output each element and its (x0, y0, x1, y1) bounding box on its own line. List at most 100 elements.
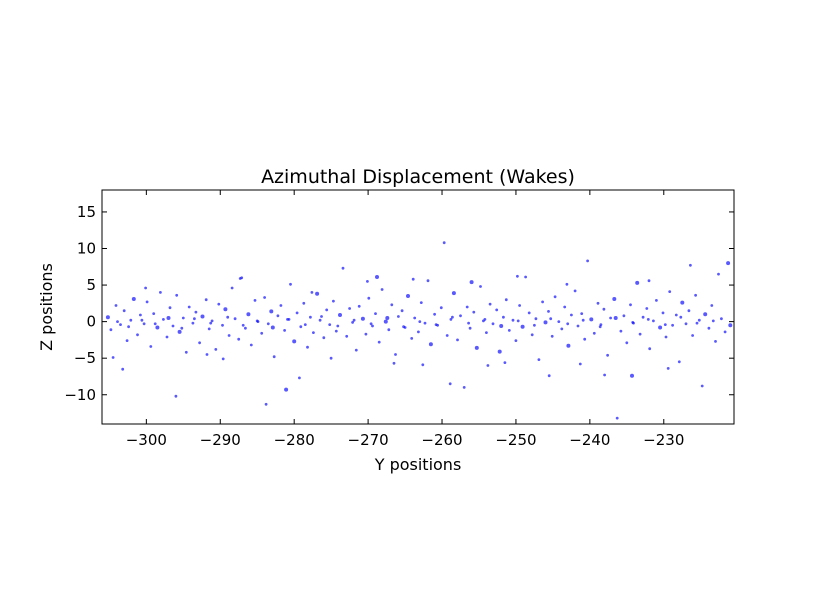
data-point (612, 297, 617, 301)
data-point (279, 304, 283, 307)
data-point (121, 367, 125, 371)
data-point (328, 323, 332, 326)
data-point (530, 333, 534, 337)
data-point (306, 345, 309, 349)
data-point (226, 315, 230, 319)
data-point (495, 308, 499, 312)
data-point (310, 291, 314, 294)
data-point (456, 338, 459, 342)
data-point (695, 321, 699, 325)
data-point (334, 329, 338, 333)
data-point (380, 288, 384, 291)
data-point (246, 312, 251, 317)
chart-title: Azimuthal Displacement (Wakes) (261, 166, 575, 188)
data-point (598, 325, 602, 329)
data-point (439, 306, 443, 310)
y-tick-label: 5 (86, 276, 96, 294)
data-point (193, 317, 196, 321)
data-point (606, 353, 609, 357)
data-point (269, 309, 274, 314)
data-point (553, 295, 557, 299)
data-point (149, 345, 153, 348)
data-point (302, 301, 306, 305)
data-point (465, 305, 469, 309)
data-point (592, 331, 596, 335)
data-point (194, 310, 198, 314)
data-point (272, 355, 276, 359)
data-point (472, 310, 476, 314)
data-point (166, 316, 171, 320)
data-point (129, 318, 133, 322)
data-point (320, 315, 323, 318)
data-point (666, 367, 670, 370)
data-point (603, 373, 606, 377)
data-point (270, 325, 275, 330)
data-point (679, 315, 683, 319)
data-point (109, 328, 113, 332)
data-point (714, 340, 717, 343)
data-point (609, 316, 612, 320)
data-point (497, 349, 502, 354)
data-point (560, 327, 564, 331)
data-point (357, 304, 361, 308)
data-point (410, 337, 414, 340)
data-point (434, 323, 438, 326)
data-point (383, 319, 388, 324)
data-point (116, 320, 119, 323)
data-point (332, 299, 335, 303)
data-point (451, 291, 456, 296)
data-point (375, 275, 379, 279)
data-point (615, 416, 619, 420)
data-point (566, 343, 571, 348)
data-point (511, 318, 515, 322)
data-point (507, 329, 511, 332)
data-point (573, 289, 577, 293)
data-point (402, 325, 405, 329)
data-point (387, 328, 391, 332)
data-point (499, 324, 504, 328)
data-point (445, 334, 449, 337)
data-point (677, 360, 681, 364)
data-point (145, 300, 149, 304)
data-point (352, 318, 356, 322)
x-tick-label: −250 (495, 431, 536, 449)
data-point (541, 300, 544, 304)
data-point (295, 311, 299, 315)
y-axis-ticks: 15 10 5 0 −5 −10 (64, 203, 734, 404)
data-point (377, 340, 381, 344)
data-point (619, 329, 623, 333)
data-point (210, 319, 214, 323)
data-point (680, 300, 685, 305)
data-point (255, 319, 259, 323)
data-point (119, 323, 122, 326)
data-point (661, 311, 665, 315)
data-point (502, 315, 505, 319)
data-point (419, 301, 423, 304)
data-point (483, 318, 487, 321)
data-point (184, 350, 188, 354)
data-point (629, 303, 632, 307)
y-tick-label: 15 (77, 203, 96, 221)
data-point (449, 318, 453, 321)
data-point (177, 329, 182, 334)
data-point (411, 277, 415, 281)
data-point (717, 272, 720, 276)
data-point (204, 298, 208, 302)
data-point (125, 339, 129, 342)
data-point (345, 334, 349, 338)
data-point (630, 373, 634, 378)
points-layer (105, 241, 733, 420)
data-point (631, 321, 635, 324)
data-point (180, 326, 184, 330)
data-point (663, 323, 667, 326)
data-point (524, 275, 527, 279)
data-point (417, 330, 420, 334)
y-tick-label: −5 (74, 349, 96, 367)
y-tick-label: 0 (86, 313, 96, 331)
data-point (237, 337, 241, 341)
data-point (241, 323, 245, 327)
data-point (462, 386, 466, 389)
data-point (418, 320, 422, 323)
data-point (691, 334, 694, 337)
data-point (207, 327, 211, 331)
